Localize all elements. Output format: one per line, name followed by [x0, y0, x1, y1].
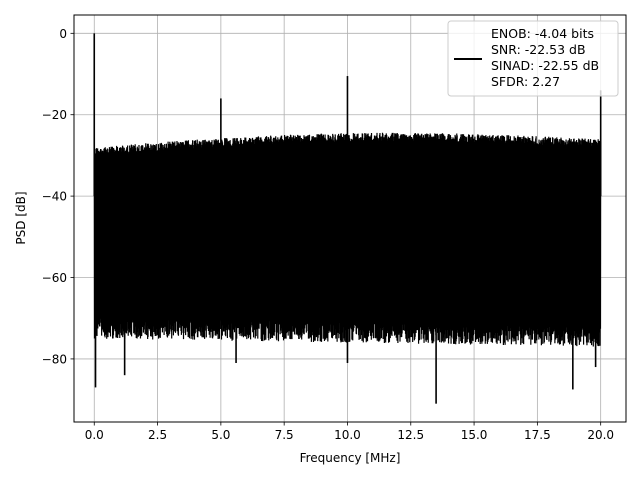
x-tick-label: 7.5	[275, 428, 294, 442]
x-tick-label: 12.5	[397, 428, 424, 442]
legend-line-enob: ENOB: -4.04 bits	[491, 26, 594, 41]
x-tick-label: 20.0	[587, 428, 614, 442]
legend: ENOB: -4.04 bits SNR: -22.53 dB SINAD: -…	[447, 20, 619, 97]
y-tick-label: −60	[42, 271, 67, 285]
legend-line-sfdr: SFDR: 2.27	[491, 74, 560, 89]
x-tick-label: 10.0	[334, 428, 361, 442]
x-tick-label: 17.5	[524, 428, 551, 442]
y-tick-label: −80	[42, 352, 67, 366]
psd-band-core	[94, 171, 601, 278]
legend-box	[447, 20, 619, 97]
x-tick-label: 5.0	[211, 428, 230, 442]
y-tick-label: −20	[42, 108, 67, 122]
x-tick-label: 2.5	[148, 428, 167, 442]
axes-frame	[73, 14, 627, 423]
legend-line-sinad: SINAD: -22.55 dB	[491, 58, 599, 73]
psd-series	[93, 33, 602, 404]
x-tick-label: 15.0	[461, 428, 488, 442]
y-tick-label: 0	[59, 27, 67, 41]
x-axis-label: Frequency [MHz]	[300, 451, 401, 465]
plot-area	[93, 33, 602, 404]
x-axis-ticks: 0.0 2.5 5.0 7.5 10.0 12.5 15.0 17.5 20.0	[85, 422, 614, 442]
y-tick-label: −40	[42, 190, 67, 204]
x-tick-label: 0.0	[85, 428, 104, 442]
legend-line-snr: SNR: -22.53 dB	[491, 42, 586, 57]
y-axis-ticks: 0 −20 −40 −60 −80	[42, 27, 74, 366]
y-axis-label: PSD [dB]	[14, 191, 28, 244]
